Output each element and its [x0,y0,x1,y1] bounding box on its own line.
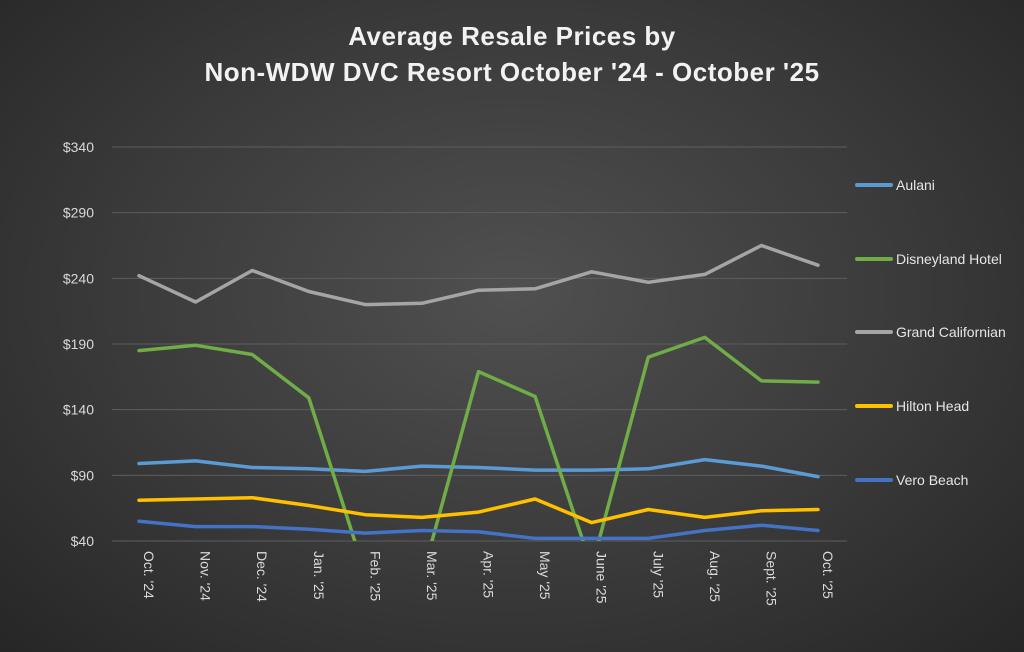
x-tick-label: Mar. '25 [424,551,440,601]
series-line-hilton-head [137,495,820,525]
y-tick-label: $140 [63,402,94,418]
x-tick-label: June '25 [594,551,610,604]
x-tick-label: Apr. '25 [481,551,497,598]
legend-label-disneyland-hotel: Disneyland Hotel [896,251,1002,267]
series-line-vero-beach [137,519,820,541]
x-tick-label: Dec. '24 [254,551,270,602]
chart-title-line-2: Non-WDW DVC Resort October '24 - October… [204,57,820,87]
chart-title: Average Resale Prices by Non-WDW DVC Res… [0,18,1024,90]
series-lines [137,243,820,541]
legend-label-aulani: Aulani [896,177,935,193]
y-tick-label: $290 [63,205,94,221]
y-tick-label: $340 [63,139,94,155]
x-tick-label: July '25 [650,551,666,598]
x-tick-label: Oct. '24 [141,551,157,599]
legend-label-hilton-head: Hilton Head [896,398,969,414]
y-tick-label: $40 [71,533,95,549]
series-line-grand-californian [137,243,820,307]
chart-title-line-1: Average Resale Prices by [348,21,676,51]
y-tick-label: $240 [63,270,94,286]
x-tick-label: Oct. '25 [820,551,836,599]
legend: Aulani Disneyland Hotel Grand Californian H… [855,177,1006,488]
series-line-aulani [137,457,820,479]
x-tick-label: Sept. '25 [763,551,779,606]
y-tick-label: $90 [71,467,95,483]
gridlines [112,146,847,542]
y-tick-label: $190 [63,336,94,352]
x-tick-label: Nov. '24 [198,551,214,601]
legend-label-vero-beach: Vero Beach [896,472,968,488]
series-line-disneyland-hotel [137,335,820,541]
legend-label-grand-californian: Grand Californian [896,324,1006,340]
x-tick-label: Jan. '25 [311,551,327,600]
y-axis-ticks: $40 $90 $140 $190 $240 $290 $340 [63,139,94,549]
x-axis-ticks: Oct. '24 Nov. '24 Dec. '24 Jan. '25 Feb. '25… [141,551,836,606]
x-tick-label: Aug. '25 [707,551,723,602]
x-tick-label: May '25 [537,551,553,600]
x-tick-label: Feb. '25 [367,551,383,601]
